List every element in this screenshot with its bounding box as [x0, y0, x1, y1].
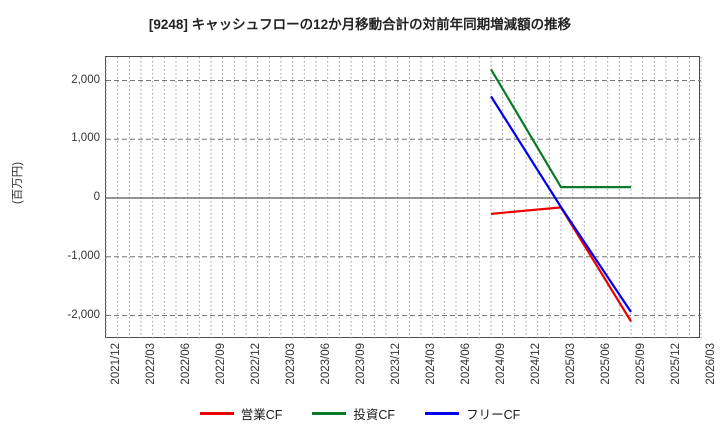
x-axis-tick-label: 2025/12 [670, 343, 682, 385]
series-line [490, 68, 631, 189]
y-axis-tick-label: 0 [93, 191, 100, 203]
legend-item[interactable]: フリーCF [425, 404, 520, 423]
y-axis-tick-labels: 2,000 1,000 0 -1,000 -2,000 [30, 56, 100, 338]
x-axis-tick-label: 2023/12 [390, 343, 402, 385]
x-axis-tick-label: 2022/12 [250, 343, 262, 385]
x-axis-tick-label: 2025/03 [565, 343, 577, 385]
x-axis-tick-labels: 2021/12 2022/03 2022/06 2022/09 2022/12 2023/… [105, 343, 717, 403]
x-axis-tick-label: 2024/12 [530, 343, 542, 385]
x-axis-tick-label: 2025/06 [600, 343, 612, 385]
x-axis-tick-label: 2022/06 [180, 343, 192, 385]
x-axis-tick-label: 2023/06 [320, 343, 332, 385]
y-axis-title: (百万円) [12, 161, 24, 205]
gridlines [105, 57, 702, 339]
legend-label: フリーCF [466, 408, 521, 422]
legend-color-swatch [312, 412, 347, 415]
chart-legend: 営業CF 投資CF フリーCF [0, 404, 720, 423]
x-axis-tick-label: 2024/06 [460, 343, 472, 385]
y-axis-tick-label: -2,000 [67, 308, 100, 321]
x-axis-tick-label: 2023/03 [285, 343, 297, 385]
x-axis-tick-label: 2024/03 [425, 343, 437, 385]
x-axis-tick-label: 2024/09 [495, 343, 507, 385]
y-axis-tick-label: -1,000 [67, 249, 100, 262]
legend-item[interactable]: 営業CF [199, 404, 283, 423]
series-line [490, 206, 632, 322]
series-line [490, 95, 632, 313]
y-axis-tick-label: 1,000 [71, 132, 100, 145]
series-lines [490, 68, 632, 322]
x-axis-tick-label: 2021/12 [110, 343, 122, 385]
x-axis-tick-label: 2022/09 [215, 343, 227, 385]
x-axis-tick-label: 2026/03 [705, 343, 717, 385]
legend-item[interactable]: 投資CF [312, 404, 395, 423]
legend-color-swatch [199, 412, 234, 415]
x-axis-tick-label: 2025/09 [635, 343, 647, 385]
y-axis-tick-label: 2,000 [71, 73, 100, 86]
x-axis-tick-label: 2023/09 [355, 343, 367, 385]
chart-title: [9248] キャッシュフローの12か月移動合計の対前年同期増減額の推移 [148, 17, 572, 32]
legend-label: 投資CF [353, 408, 396, 422]
plot-area [105, 56, 702, 339]
x-axis-tick-label: 2022/03 [145, 343, 157, 385]
legend-label: 営業CF [240, 408, 283, 422]
legend-color-swatch [425, 412, 460, 415]
